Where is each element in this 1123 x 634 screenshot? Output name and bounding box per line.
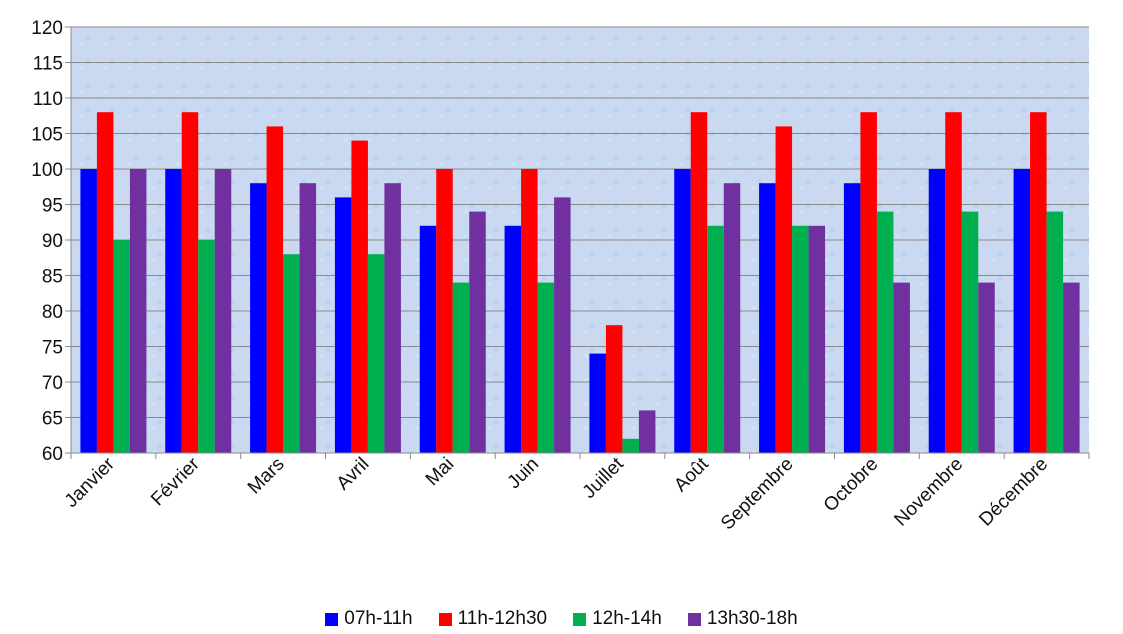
x-tick-label: Mars xyxy=(244,454,289,499)
bar xyxy=(622,438,639,453)
bar xyxy=(113,240,130,453)
legend-item: 07h-11h xyxy=(325,604,413,634)
bar xyxy=(469,211,486,453)
x-tick-label: Avril xyxy=(333,454,374,495)
x-tick-label: Janvier xyxy=(61,453,120,512)
bar xyxy=(521,169,538,453)
legend-label: 13h30-18h xyxy=(706,608,798,629)
bar xyxy=(537,282,555,453)
bar xyxy=(181,112,199,453)
y-tick-label: 120 xyxy=(31,18,63,39)
legend-label: 07h-11h xyxy=(344,608,413,629)
bar xyxy=(928,169,946,453)
x-tick-label: Septembre xyxy=(717,454,798,535)
y-tick-label: 100 xyxy=(31,160,63,181)
bar xyxy=(605,325,623,453)
bar xyxy=(638,410,656,453)
bar xyxy=(759,183,776,453)
bar xyxy=(1030,112,1047,453)
bar xyxy=(351,140,368,453)
y-tick-label: 80 xyxy=(42,302,63,323)
bar xyxy=(843,183,861,453)
bar xyxy=(299,183,317,453)
x-tick-labels: Janvier Février Mars Avril Mai Juin Juillet Aoû… xyxy=(61,453,1052,534)
bar xyxy=(1046,211,1064,453)
x-tick-label: Novembre xyxy=(890,454,967,531)
x-tick-label: Décembre xyxy=(975,454,1052,531)
bar xyxy=(198,240,215,453)
bar xyxy=(419,225,437,453)
legend: 07h-11h 11h-12h30 12h-14h 13h30-18h xyxy=(0,604,1123,634)
bar xyxy=(554,197,571,453)
y-tick-label: 90 xyxy=(42,231,63,252)
axes xyxy=(65,26,1090,459)
bar xyxy=(808,225,826,453)
y-tick-label: 85 xyxy=(42,267,63,288)
bar xyxy=(690,112,708,453)
y-tick-labels: 60 65 70 75 80 85 90 95 100 105 110 115 120 xyxy=(31,18,63,465)
legend-swatch xyxy=(687,612,701,626)
x-tick-label: Juin xyxy=(504,454,543,493)
bar xyxy=(283,254,300,453)
legend-item: 11h-12h30 xyxy=(438,604,548,634)
y-tick-label: 95 xyxy=(42,196,63,217)
y-tick-label: 65 xyxy=(42,409,63,430)
legend-swatch xyxy=(438,612,452,626)
bar xyxy=(384,183,401,453)
bar xyxy=(1013,169,1031,453)
gridlines xyxy=(71,26,1089,454)
bar-chart-svg: 60 65 70 75 80 85 90 95 100 105 110 115 120 Janvier F… xyxy=(31,18,1090,534)
bar xyxy=(860,112,877,453)
bar xyxy=(589,353,606,453)
legend-label: 12h-14h xyxy=(592,608,662,629)
y-tick-label: 60 xyxy=(42,444,63,465)
bar xyxy=(96,112,114,453)
y-tick-label: 105 xyxy=(31,125,63,146)
bar xyxy=(707,225,724,453)
bar xyxy=(723,183,741,453)
bar xyxy=(452,282,470,453)
bar xyxy=(367,254,385,453)
bar xyxy=(961,211,979,453)
legend-item: 12h-14h xyxy=(573,604,662,634)
bar xyxy=(978,282,995,453)
x-tick-label: Août xyxy=(670,453,713,496)
y-tick-label: 110 xyxy=(33,89,63,110)
bar xyxy=(266,126,284,454)
legend-item: 13h30-18h xyxy=(687,604,798,634)
bars xyxy=(80,112,1080,454)
x-tick-label: Octobre xyxy=(820,454,883,517)
bar xyxy=(214,169,232,453)
bar xyxy=(436,169,453,453)
bar xyxy=(80,169,97,453)
x-tick-label: Février xyxy=(147,453,204,510)
bar xyxy=(504,225,522,453)
bar xyxy=(945,112,962,453)
bar xyxy=(775,126,793,454)
y-tick-label: 115 xyxy=(33,54,63,75)
bar xyxy=(129,169,147,453)
legend-swatch xyxy=(325,612,339,626)
y-tick-label: 75 xyxy=(42,338,63,359)
bar xyxy=(674,169,691,453)
bar xyxy=(165,169,182,453)
bar xyxy=(250,183,267,453)
legend-swatch xyxy=(573,612,587,626)
bar xyxy=(792,225,809,453)
bar xyxy=(893,282,910,453)
bar xyxy=(1063,282,1080,453)
x-tick-label: Mai xyxy=(422,454,459,491)
legend-label: 11h-12h30 xyxy=(457,608,548,629)
y-tick-label: 70 xyxy=(42,373,63,394)
bar xyxy=(334,197,352,453)
bar xyxy=(876,211,894,453)
x-tick-label: Juillet xyxy=(579,453,629,503)
